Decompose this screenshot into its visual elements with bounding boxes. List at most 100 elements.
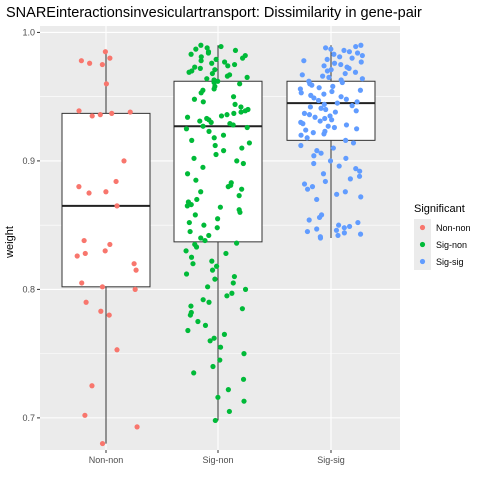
data-point xyxy=(241,398,247,404)
data-point xyxy=(242,286,249,292)
y-tick-label: 0.9 xyxy=(22,156,35,166)
data-point xyxy=(298,90,304,96)
data-point xyxy=(188,303,194,309)
data-point xyxy=(307,104,314,110)
data-point xyxy=(195,318,201,325)
data-point xyxy=(231,61,238,68)
data-point xyxy=(86,190,92,196)
data-point xyxy=(231,273,238,280)
data-point xyxy=(309,184,316,190)
data-point xyxy=(318,150,324,156)
data-point xyxy=(314,226,320,232)
y-tick-label: 0.8 xyxy=(22,284,35,294)
data-point xyxy=(237,81,243,87)
data-point xyxy=(238,104,244,110)
data-point xyxy=(343,155,349,161)
data-point xyxy=(198,42,204,48)
data-point xyxy=(202,237,208,244)
data-point xyxy=(200,164,206,170)
jitter-points xyxy=(74,42,365,447)
data-point xyxy=(89,383,95,389)
data-point xyxy=(202,322,209,328)
data-point xyxy=(221,59,228,65)
data-point xyxy=(197,65,203,71)
data-point xyxy=(233,240,240,246)
data-point xyxy=(306,112,313,118)
data-point xyxy=(304,186,311,192)
data-point xyxy=(244,74,250,80)
data-point xyxy=(189,137,195,143)
data-point xyxy=(183,271,190,277)
data-point xyxy=(230,280,236,286)
axes: 0.7 0.8 0.9 1.0 Non-non Sig-non Sig-sig xyxy=(22,27,344,465)
data-point xyxy=(336,222,342,228)
data-point xyxy=(221,331,228,337)
data-point xyxy=(324,56,330,63)
data-point xyxy=(239,186,245,192)
data-point xyxy=(338,61,344,68)
data-point xyxy=(198,54,204,60)
data-point xyxy=(304,228,311,235)
data-point xyxy=(321,91,327,97)
data-point xyxy=(83,299,89,305)
data-point xyxy=(193,46,199,52)
data-point xyxy=(99,61,105,68)
data-point xyxy=(323,106,329,113)
data-point xyxy=(205,50,212,56)
data-point xyxy=(337,54,343,60)
data-point xyxy=(106,312,112,318)
data-point xyxy=(132,286,138,292)
data-point xyxy=(330,145,336,151)
legend-entry-non-non: Non-non xyxy=(414,219,471,236)
data-point xyxy=(220,148,227,154)
data-point xyxy=(331,60,338,66)
data-point xyxy=(330,83,336,89)
data-point xyxy=(310,130,316,136)
data-point xyxy=(183,248,189,254)
data-point xyxy=(133,267,139,273)
data-point xyxy=(206,232,212,239)
legend-point xyxy=(419,241,426,248)
data-point xyxy=(186,219,192,226)
data-point xyxy=(300,121,306,127)
data-point xyxy=(114,347,120,353)
data-point xyxy=(343,122,350,128)
data-point xyxy=(347,176,353,182)
data-point xyxy=(206,128,212,134)
data-point xyxy=(215,216,221,222)
data-point xyxy=(103,189,109,195)
data-point xyxy=(322,178,328,185)
data-point xyxy=(328,46,334,52)
data-point xyxy=(316,85,322,91)
data-point xyxy=(244,124,250,131)
data-point xyxy=(356,173,363,179)
x-tick-label: Sig-sig xyxy=(317,455,345,465)
data-point xyxy=(211,135,217,141)
data-point xyxy=(212,417,218,424)
data-point xyxy=(353,166,359,172)
data-point xyxy=(113,178,119,185)
data-point xyxy=(209,70,215,77)
data-point xyxy=(325,123,331,129)
data-point xyxy=(190,261,196,267)
data-point xyxy=(82,412,88,418)
data-point xyxy=(341,225,347,231)
data-point xyxy=(314,148,320,154)
data-point xyxy=(329,88,335,95)
data-point xyxy=(194,196,200,203)
data-point xyxy=(79,280,85,286)
data-point xyxy=(213,263,220,269)
data-point xyxy=(224,112,230,118)
data-point xyxy=(315,97,322,104)
data-point xyxy=(334,100,340,106)
data-point xyxy=(323,45,329,51)
data-point xyxy=(327,158,334,164)
data-point xyxy=(200,99,206,105)
data-point xyxy=(301,110,308,116)
data-point xyxy=(183,126,190,132)
legend-entry-sig-sig: Sig-sig xyxy=(414,253,464,270)
y-tick-label: 0.7 xyxy=(22,413,35,423)
data-point xyxy=(239,55,246,61)
data-point xyxy=(324,68,331,74)
data-point xyxy=(321,63,327,69)
